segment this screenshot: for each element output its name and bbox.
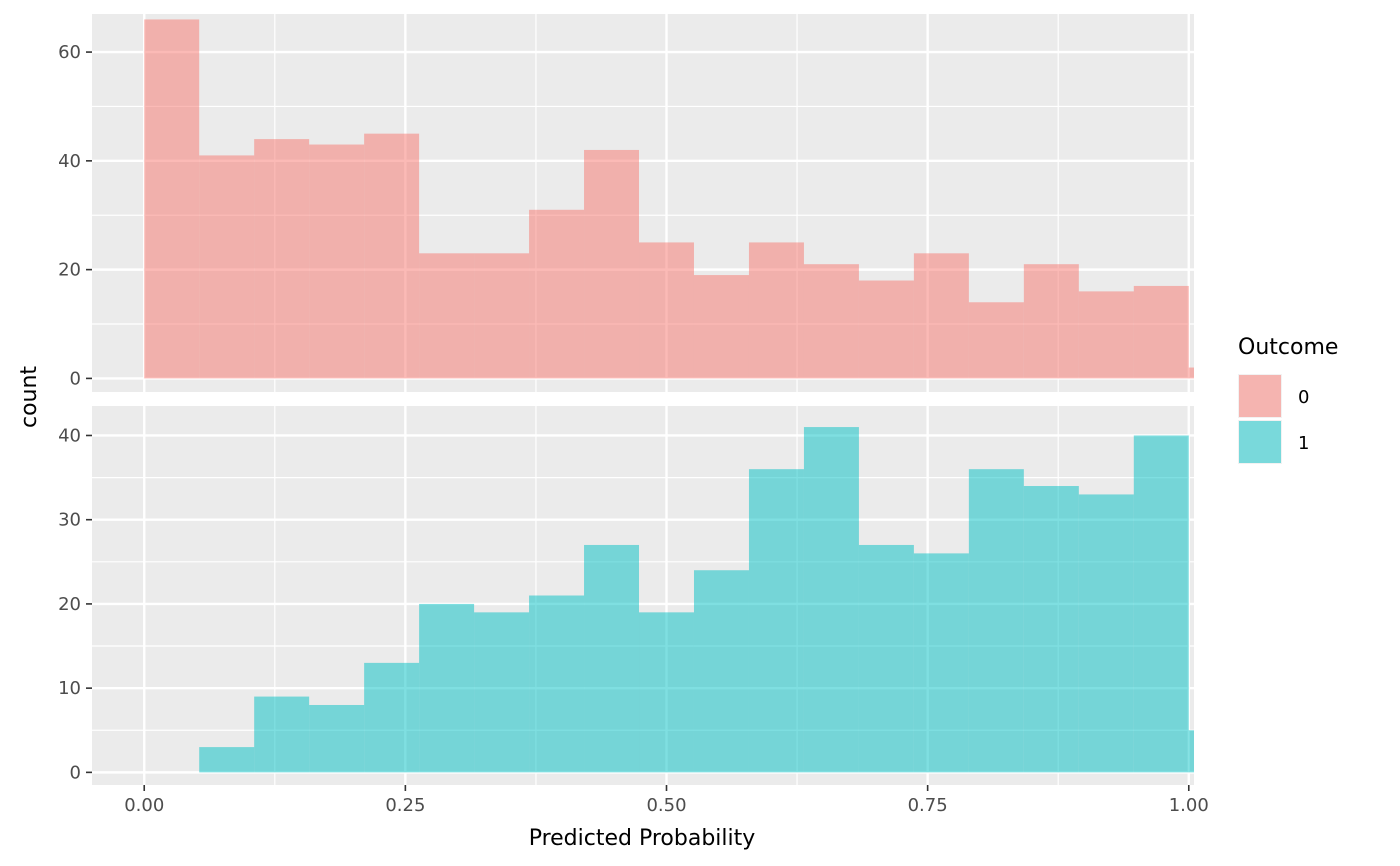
legend-swatch	[1239, 375, 1281, 417]
histogram-bar	[748, 469, 804, 773]
histogram-bar	[1188, 730, 1194, 773]
legend: Outcome 01	[1238, 335, 1338, 464]
facet-panel-0: 0 20 40 60	[58, 14, 1194, 392]
y-tick-label: 10	[58, 678, 81, 699]
histogram-bar	[913, 253, 969, 379]
histogram-bar	[199, 155, 255, 379]
x-tick-label: 0.75	[908, 795, 948, 816]
histogram-bar	[529, 209, 585, 379]
histogram-bar	[968, 302, 1024, 379]
histogram-bar	[1023, 486, 1079, 773]
histogram-bar	[199, 747, 255, 773]
x-tick-label: 0.25	[385, 795, 425, 816]
y-tick-label: 0	[70, 762, 81, 783]
histogram-bar	[748, 242, 804, 379]
histogram-bar	[1133, 435, 1189, 773]
histogram-bar	[803, 427, 859, 773]
y-tick-label: 20	[58, 260, 81, 281]
panels-layer: 0 20 40 60 0 10 20 30 40	[58, 14, 1194, 785]
legend-entry-0: 0	[1238, 374, 1309, 418]
y-tick-label: 40	[58, 425, 81, 446]
histogram-bar	[913, 553, 969, 773]
x-tick-label: 0.00	[124, 795, 164, 816]
y-axis-title: count	[17, 366, 42, 428]
histogram-bar	[309, 704, 365, 773]
histogram-bar	[858, 544, 914, 773]
legend-swatch	[1239, 421, 1281, 463]
histogram-bar	[1078, 291, 1134, 379]
histogram-bar	[254, 139, 310, 379]
legend-entries: 01	[1238, 374, 1309, 464]
x-tick-label: 1.00	[1169, 795, 1209, 816]
histogram-bar	[584, 544, 640, 773]
histogram-bar	[144, 19, 200, 379]
legend-label: 0	[1298, 387, 1309, 408]
histogram-bar	[693, 275, 749, 379]
x-axis-title: Predicted Probability	[529, 826, 756, 851]
facet-panel-1: 0 10 20 30 40	[58, 406, 1194, 785]
histogram-bar	[584, 149, 640, 379]
histogram-bar	[639, 612, 694, 773]
histogram-bar	[529, 595, 585, 773]
histogram-bar	[474, 612, 530, 773]
histogram-bar	[364, 662, 420, 773]
histogram-bar	[309, 144, 365, 379]
x-tick-label: 0.50	[646, 795, 686, 816]
y-tick-label: 20	[58, 594, 81, 615]
histogram-bar	[693, 570, 749, 773]
histogram-bar	[858, 280, 914, 379]
legend-label: 1	[1298, 433, 1309, 454]
histogram-bar	[419, 253, 475, 379]
histogram-bar	[803, 264, 859, 379]
histogram-bar	[254, 696, 310, 773]
histogram-bar	[1023, 264, 1079, 379]
legend-title: Outcome	[1238, 335, 1338, 360]
histogram-bar	[419, 603, 475, 773]
y-tick-label: 30	[58, 510, 81, 531]
x-axis: 0.00 0.25 0.50 0.75 1.00	[124, 785, 1209, 816]
y-tick-label: 40	[58, 151, 81, 172]
histogram-bar	[364, 133, 420, 379]
histogram-bar	[1188, 367, 1194, 379]
y-tick-label: 60	[58, 42, 81, 63]
legend-entry-1: 1	[1238, 420, 1309, 464]
histogram-bar	[1133, 285, 1189, 379]
histogram-bar	[474, 253, 530, 379]
histogram-bar	[1078, 494, 1134, 773]
histogram-bar	[639, 242, 694, 379]
histogram-bar	[968, 469, 1024, 773]
y-tick-label: 0	[70, 368, 81, 389]
